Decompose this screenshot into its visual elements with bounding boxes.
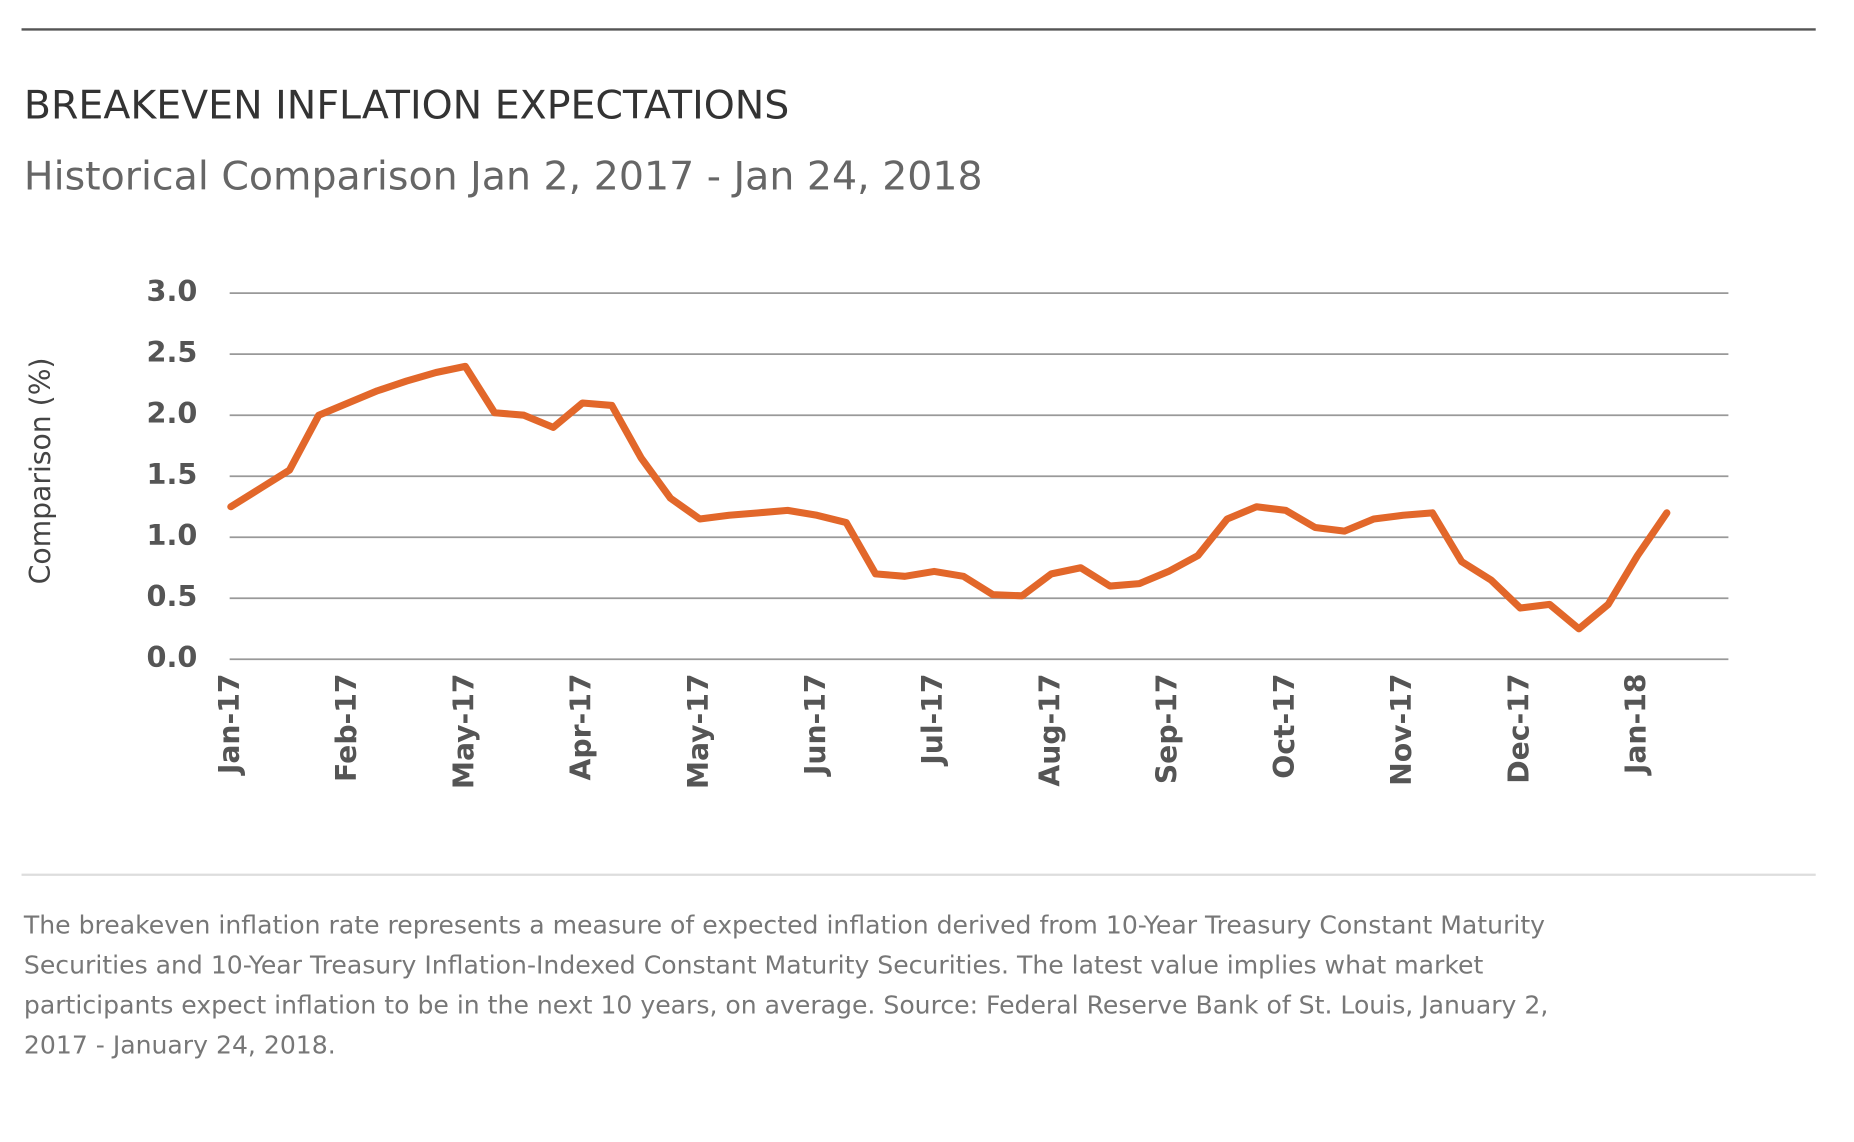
y-tick-label: 0.5 (147, 580, 198, 613)
y-tick-label: 0.0 (147, 641, 198, 674)
chart-subtitle: Historical Comparison Jan 2, 2017 - Jan … (24, 155, 983, 200)
y-tick-label: 3.0 (147, 275, 198, 308)
x-tick-label: Aug-17 (1033, 673, 1066, 786)
y-tick-label: 1.5 (147, 458, 198, 491)
y-axis-label: Comparison (%) (24, 357, 57, 584)
x-tick-label: Jul-17 (916, 673, 949, 766)
x-tick-label: Jan-17 (213, 673, 246, 776)
y-tick-label: 2.5 (147, 336, 198, 369)
x-tick-label: Nov-17 (1385, 673, 1418, 785)
caption-line: 2017 - January 24, 2018. (24, 1031, 336, 1060)
caption-line: The breakeven inflation rate represents … (23, 911, 1545, 940)
caption-line: participants expect inflation to be in t… (24, 991, 1548, 1020)
x-tick-label: Dec-17 (1502, 673, 1535, 783)
x-tick-label: Sep-17 (1150, 673, 1183, 784)
data-line (227, 362, 1671, 633)
x-tick-label: Jan-18 (1619, 673, 1652, 776)
x-tick-label: May-17 (447, 673, 480, 789)
y-tick-label: 1.0 (147, 519, 198, 552)
x-tick-label: Feb-17 (330, 673, 363, 782)
x-tick-label: Oct-17 (1268, 673, 1301, 778)
chart-title: BREAKEVEN INFLATION EXPECTATIONS (24, 84, 789, 129)
caption-line: Securities and 10-Year Treasury Inflatio… (24, 951, 1484, 980)
x-tick-label: Apr-17 (564, 673, 597, 780)
x-tick-label: Jun-17 (799, 673, 832, 777)
x-tick-label: May-17 (682, 673, 715, 789)
y-tick-label: 2.0 (147, 397, 198, 430)
